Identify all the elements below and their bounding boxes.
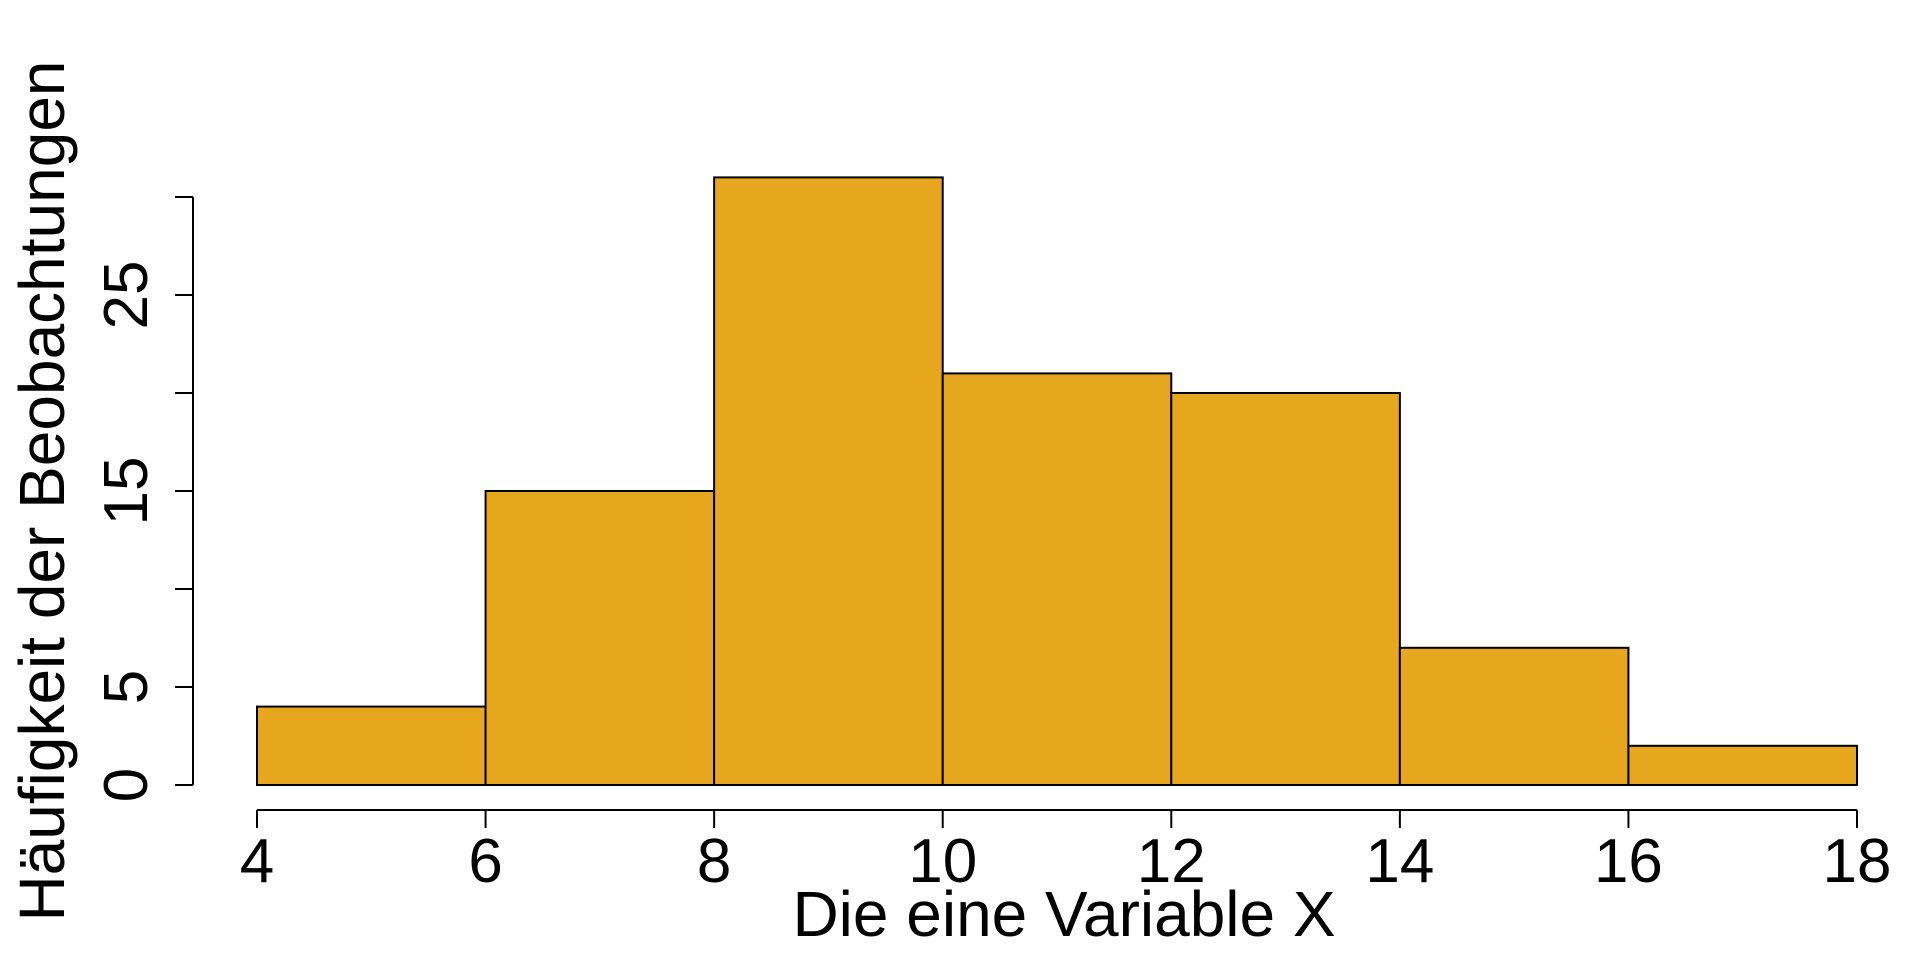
x-tick-label: 12 <box>1137 827 1206 896</box>
histogram-bar <box>256 705 487 786</box>
x-tick-label: 18 <box>1823 827 1892 896</box>
y-axis-label: Häufigkeit der Beobachtungen <box>6 60 78 921</box>
x-tick-label: 8 <box>697 827 731 896</box>
y-tick-label: 0 <box>92 768 161 802</box>
histogram-bar <box>484 490 716 786</box>
histogram-bar <box>1627 744 1859 786</box>
x-tick-label: 6 <box>468 827 502 896</box>
histogram-bars <box>256 176 1859 786</box>
histogram-bar <box>713 176 944 786</box>
x-tick-label: 10 <box>908 827 977 896</box>
x-tick-label: 4 <box>240 827 274 896</box>
histogram-bar <box>1170 392 1401 786</box>
y-tick-label: 5 <box>92 670 161 704</box>
x-axis-label: Die eine Variable X <box>792 878 1335 950</box>
x-axis: 4 6 8 10 12 14 16 18 <box>240 809 1892 896</box>
y-tick-label: 25 <box>92 261 161 330</box>
y-tick-label: 15 <box>92 457 161 526</box>
histogram-bar <box>1398 646 1630 786</box>
histogram-bar <box>941 372 1173 786</box>
y-axis: 0 5 15 25 <box>92 196 194 802</box>
x-tick-label: 16 <box>1594 827 1663 896</box>
x-tick-label: 14 <box>1365 827 1434 896</box>
